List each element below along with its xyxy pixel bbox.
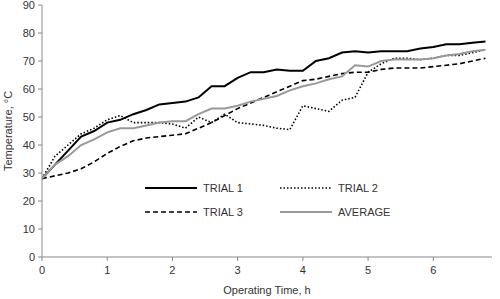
x-axis-label: Operating Time, h — [223, 284, 310, 296]
legend-swatch — [280, 187, 332, 189]
y-tick-label: 60 — [23, 83, 35, 95]
legend-swatch — [145, 211, 197, 213]
y-tick — [38, 145, 42, 146]
legend-swatch — [145, 187, 197, 189]
y-axis — [42, 5, 43, 257]
x-tick — [368, 257, 369, 261]
chart: 0 10 20 30 40 50 60 70 80 90 0 1 2 3 4 5 6 Operating Time… — [0, 0, 500, 299]
y-tick-label: 80 — [23, 27, 35, 39]
legend-label: TRIAL 3 — [203, 206, 243, 218]
x-tick — [172, 257, 173, 261]
y-tick-label: 90 — [23, 0, 35, 11]
y-tick — [38, 33, 42, 34]
x-tick-label: 1 — [104, 264, 110, 276]
plot-lines — [42, 41, 485, 178]
legend-label: TRIAL 2 — [338, 182, 378, 194]
y-tick — [38, 117, 42, 118]
y-tick-label: 40 — [23, 139, 35, 151]
x-axis — [42, 257, 492, 258]
y-tick — [38, 257, 42, 258]
x-tick — [433, 257, 434, 261]
x-tick — [107, 257, 108, 261]
x-tick-label: 4 — [300, 264, 306, 276]
x-tick-label: 5 — [365, 264, 371, 276]
x-tick-label: 0 — [39, 264, 45, 276]
y-tick — [38, 173, 42, 174]
y-tick-label: 0 — [29, 251, 35, 263]
x-tick-label: 3 — [235, 264, 241, 276]
x-tick — [302, 257, 303, 261]
y-tick — [38, 229, 42, 230]
x-tick-label: 6 — [430, 264, 436, 276]
y-tick-label: 70 — [23, 55, 35, 67]
x-tick-label: 2 — [169, 264, 175, 276]
legend-swatch — [280, 211, 332, 213]
y-tick — [38, 61, 42, 62]
y-tick-label: 50 — [23, 111, 35, 123]
series-line — [42, 58, 485, 178]
y-axis-label: Temperature, °C — [2, 91, 14, 171]
y-tick-label: 10 — [23, 223, 35, 235]
x-tick — [42, 257, 43, 261]
y-tick-label: 20 — [23, 195, 35, 207]
series-line — [42, 50, 485, 179]
y-tick-label: 30 — [23, 167, 35, 179]
y-tick — [38, 201, 42, 202]
x-tick — [237, 257, 238, 261]
y-tick — [38, 5, 42, 6]
series-line — [42, 50, 485, 179]
legend-label: AVERAGE — [338, 206, 390, 218]
legend-label: TRIAL 1 — [203, 182, 243, 194]
y-tick — [38, 89, 42, 90]
series-line — [42, 41, 485, 178]
